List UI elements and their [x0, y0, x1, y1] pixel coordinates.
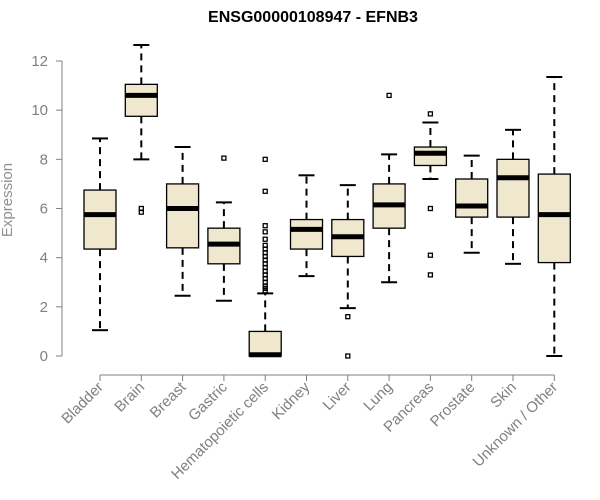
- outlier-point: [386, 92, 392, 99]
- outlier-point: [262, 236, 268, 242]
- y-tick-label: 0: [40, 348, 48, 365]
- outlier-point: [262, 242, 268, 249]
- outlier-point: [262, 156, 268, 162]
- box-skin: [496, 128, 530, 265]
- box-bladder: [83, 137, 117, 332]
- outlier-point: [262, 188, 268, 194]
- iqr-box: [165, 183, 200, 249]
- outlier-point: [427, 252, 434, 258]
- iqr-box: [248, 330, 282, 357]
- iqr-box: [413, 146, 448, 167]
- box-breast: [165, 146, 200, 297]
- outlier-point: [138, 205, 144, 212]
- box-gastric: [207, 155, 241, 302]
- iqr-box: [537, 173, 571, 264]
- outlier-point: [221, 155, 227, 161]
- outlier-point: [345, 314, 351, 320]
- y-axis-title: Expression: [0, 163, 16, 237]
- outlier-point: [262, 229, 268, 235]
- y-tick-label: 12: [31, 53, 48, 70]
- x-tick-label: Skin: [487, 379, 520, 412]
- box-liver: [331, 184, 365, 359]
- x-tick-label: Bladder: [58, 379, 107, 428]
- y-axis: 0 2 4 6 8 10 12: [31, 53, 63, 365]
- y-tick-label: 4: [40, 250, 48, 267]
- x-tick-label: Liver: [320, 379, 355, 414]
- x-tick-label: Kidney: [269, 378, 314, 423]
- x-tick-label: Breast: [147, 378, 190, 421]
- x-tick-label: Brain: [111, 379, 148, 416]
- box-lung: [372, 92, 406, 284]
- iqr-box: [124, 83, 158, 117]
- box-pancreas: [413, 111, 448, 278]
- y-tick-label: 2: [40, 299, 48, 316]
- y-tick-label: 10: [31, 102, 48, 119]
- iqr-box: [455, 178, 489, 218]
- y-tick-label: 6: [40, 201, 48, 218]
- outlier-point: [427, 205, 434, 212]
- iqr-box: [289, 218, 324, 250]
- box-unknown-other: [537, 75, 571, 357]
- plot-area: [83, 44, 571, 359]
- outlier-point: [345, 353, 351, 359]
- box-kidney: [289, 174, 324, 278]
- x-tick-label: Lung: [360, 379, 396, 415]
- box-hematopoietic-cells: [248, 156, 282, 358]
- box-prostate: [455, 154, 489, 254]
- x-tick-label: Prostate: [427, 379, 479, 431]
- outlier-point: [427, 272, 434, 278]
- y-tick-label: 8: [40, 151, 48, 168]
- outlier-point: [262, 223, 268, 229]
- iqr-box: [496, 158, 530, 218]
- chart-title: ENSG00000108947 - EFNB3: [208, 9, 418, 26]
- outlier-point: [427, 111, 434, 117]
- box-brain: [124, 44, 158, 215]
- iqr-box: [83, 189, 117, 250]
